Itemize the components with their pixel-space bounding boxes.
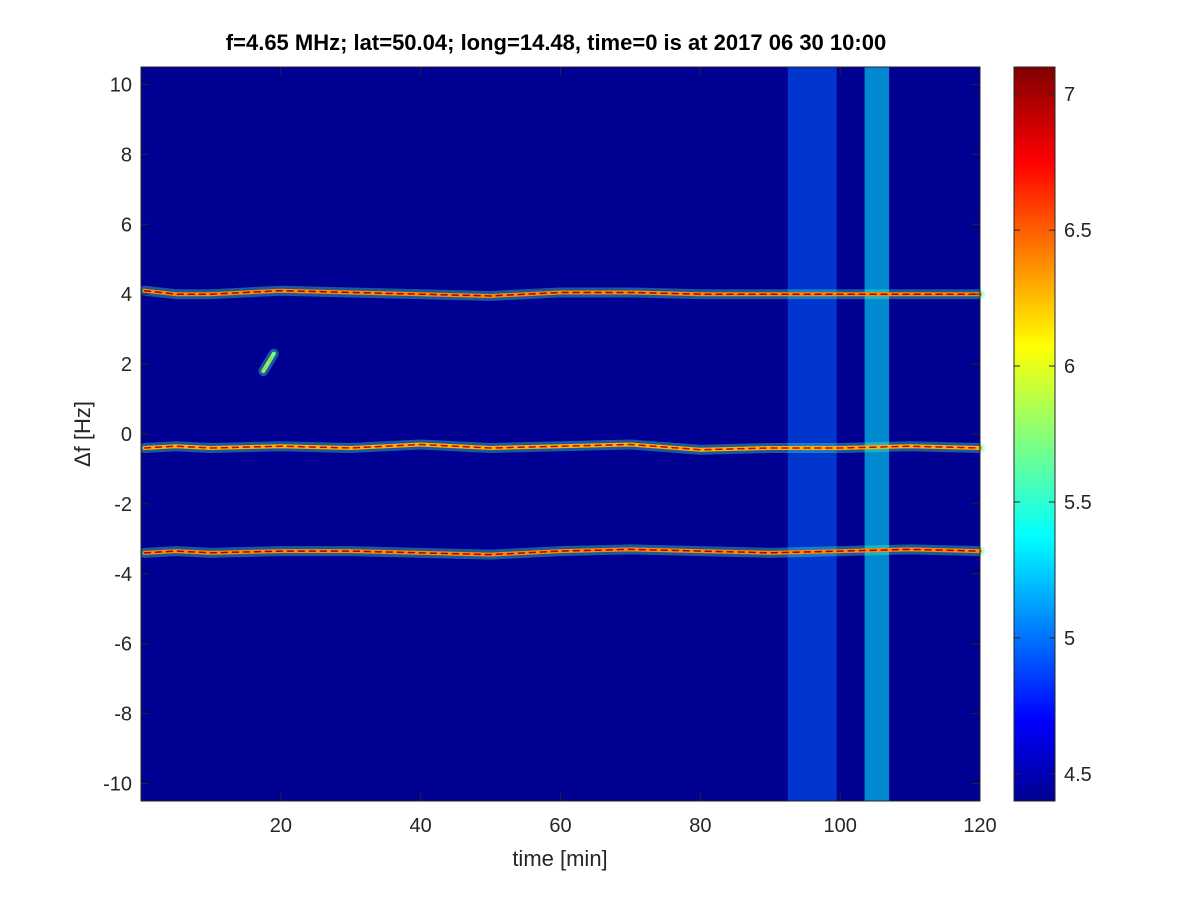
colorbar-tick-label: 5 bbox=[1064, 628, 1075, 650]
signal-traces bbox=[139, 285, 985, 560]
colorbar-tick-label: 7 bbox=[1064, 84, 1075, 106]
colorbar: 7 6.5 6 5.5 5 4.5 bbox=[1013, 66, 1092, 802]
chart-title: f=4.65 MHz; lat=50.04; long=14.48, time=… bbox=[226, 30, 886, 55]
x-axis-ticks: 20 40 60 80 100 120 bbox=[270, 67, 997, 837]
colorbar-gradient bbox=[1013, 66, 1056, 802]
x-tick-label: 60 bbox=[549, 815, 571, 837]
x-tick-label: 120 bbox=[963, 815, 996, 837]
signal-trace-core bbox=[262, 352, 275, 372]
x-tick-label: 100 bbox=[823, 815, 856, 837]
y-tick-label: -6 bbox=[114, 634, 132, 656]
colorbar-ticks: 7 6.5 6 5.5 5 4.5 bbox=[1014, 84, 1092, 786]
y-tick-label: -10 bbox=[103, 774, 132, 796]
colorbar-tick-label: 6 bbox=[1064, 356, 1075, 378]
colorbar-tick-label: 6.5 bbox=[1064, 220, 1092, 242]
plot-area bbox=[139, 66, 985, 802]
y-tick-label: -8 bbox=[114, 704, 132, 726]
signal-trace-core bbox=[143, 548, 981, 556]
y-axis-label: Δf [Hz] bbox=[70, 401, 95, 467]
signal-trace-core bbox=[143, 443, 981, 451]
y-tick-label: 10 bbox=[110, 74, 132, 96]
y-tick-label: -2 bbox=[114, 494, 132, 516]
y-axis-ticks: 10 8 6 4 2 0 -2 -4 -6 -8 -10 bbox=[103, 74, 980, 796]
interference-bands bbox=[787, 67, 890, 801]
x-axis-label: time [min] bbox=[512, 846, 607, 871]
y-tick-label: 4 bbox=[121, 284, 132, 306]
plot-background bbox=[141, 67, 980, 801]
signal-trace-core bbox=[143, 289, 981, 297]
x-tick-label: 40 bbox=[410, 815, 432, 837]
y-tick-label: 0 bbox=[121, 424, 132, 446]
interference-band bbox=[864, 67, 890, 801]
y-tick-label: -4 bbox=[114, 564, 132, 586]
interference-band bbox=[787, 67, 837, 801]
x-tick-label: 80 bbox=[689, 815, 711, 837]
y-tick-label: 8 bbox=[121, 144, 132, 166]
y-tick-label: 6 bbox=[121, 214, 132, 236]
y-tick-label: 2 bbox=[121, 354, 132, 376]
colorbar-tick-label: 4.5 bbox=[1064, 764, 1092, 786]
x-tick-label: 20 bbox=[270, 815, 292, 837]
colorbar-tick-label: 5.5 bbox=[1064, 492, 1092, 514]
